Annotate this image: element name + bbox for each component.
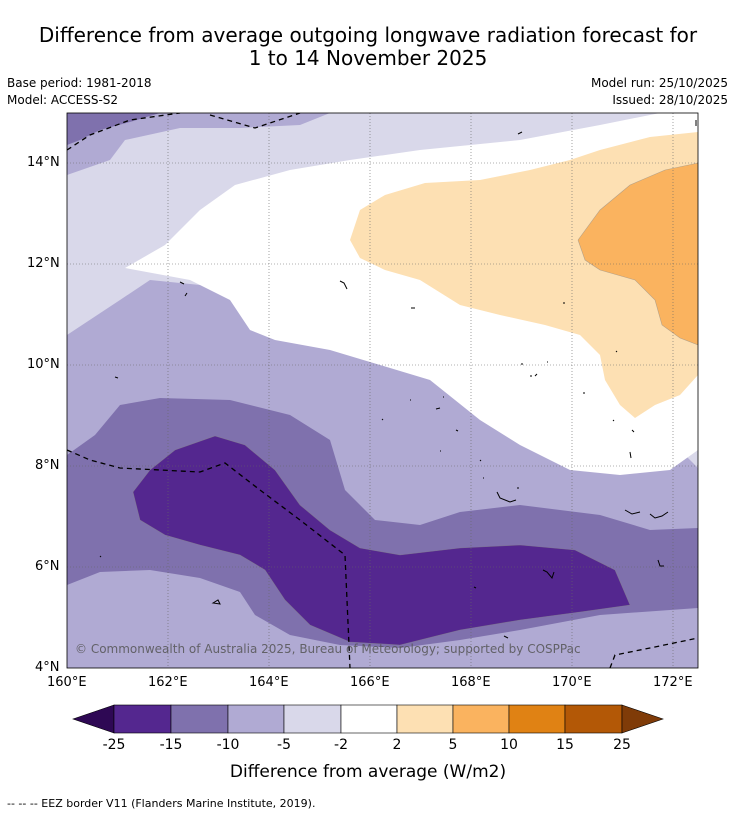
colorbar-tick: -15 [159, 737, 183, 753]
anomaly-fill-minus15-minus25 [133, 436, 630, 645]
lat-label-14n: 14°N [27, 155, 60, 170]
colorbar-tick: -10 [216, 737, 240, 753]
colorbar-tick: 2 [392, 737, 402, 753]
colorbar-swatch-5 [340, 704, 398, 734]
colorbar [72, 704, 664, 734]
lat-label-12n: 12°N [27, 256, 60, 271]
lon-label-168e: 168°E [451, 675, 491, 690]
colorbar-extend-high [621, 704, 664, 734]
lat-label-10n: 10°N [27, 357, 60, 372]
colorbar-tick: 15 [556, 737, 574, 753]
model-name: Model: ACCESS-S2 [7, 93, 119, 107]
colorbar-swatch-2 [170, 704, 229, 734]
lon-label-160e: 160°E [47, 675, 87, 690]
chart-title-line1: Difference from average outgoing longwav… [38, 23, 698, 47]
base-period: Base period: 1981-2018 [7, 76, 152, 90]
colorbar-swatch-6 [396, 704, 454, 734]
colorbar-swatch-9 [564, 704, 623, 734]
colorbar-tick: -5 [277, 737, 291, 753]
lon-label-162e: 162°E [148, 675, 188, 690]
colorbar-swatch-4 [283, 704, 342, 734]
colorbar-tick: -2 [334, 737, 348, 753]
colorbar-swatch-7 [452, 704, 510, 734]
colorbar-tick: 5 [448, 737, 458, 753]
colorbar-title: Difference from average (W/m2) [229, 762, 507, 782]
lon-label-170e: 170°E [552, 675, 592, 690]
anomaly-fill-lower-band [67, 570, 698, 668]
map-plot-area [67, 113, 698, 668]
map-frame [66, 112, 699, 669]
colorbar-tick: -25 [102, 737, 126, 753]
colorbar-tick: 10 [500, 737, 518, 753]
graticule [67, 113, 698, 668]
contour-lines [132, 162, 698, 646]
lat-label-6n: 6°N [35, 559, 60, 574]
lon-label-166e: 166°E [350, 675, 390, 690]
islands [99, 120, 697, 639]
lat-label-8n: 8°N [35, 458, 60, 473]
colorbar-swatch-3 [227, 704, 285, 734]
colorbar-swatch-1 [113, 704, 172, 734]
colorbar-swatch-8 [508, 704, 566, 734]
eez-borders [67, 113, 698, 668]
lat-label-4n: 4°N [35, 660, 60, 675]
colorbar-extend-low [72, 704, 115, 734]
anomaly-fill-topleft [67, 113, 330, 175]
model-run: Model run: 25/10/2025 [590, 76, 728, 90]
issued-date: Issued: 28/10/2025 [612, 93, 728, 107]
lon-label-164e: 164°E [249, 675, 289, 690]
chart-title-line2: 1 to 14 November 2025 [248, 46, 488, 70]
eez-footnote: -- -- -- EEZ border V11 (Flanders Marine… [7, 797, 316, 810]
lon-label-172e: 172°E [653, 675, 693, 690]
anomaly-fill-topleft-dark [67, 113, 160, 145]
colorbar-tick: 25 [613, 737, 631, 753]
anomaly-fill-5-10 [578, 163, 698, 345]
copyright-notice: © Commonwealth of Australia 2025, Bureau… [75, 642, 581, 656]
